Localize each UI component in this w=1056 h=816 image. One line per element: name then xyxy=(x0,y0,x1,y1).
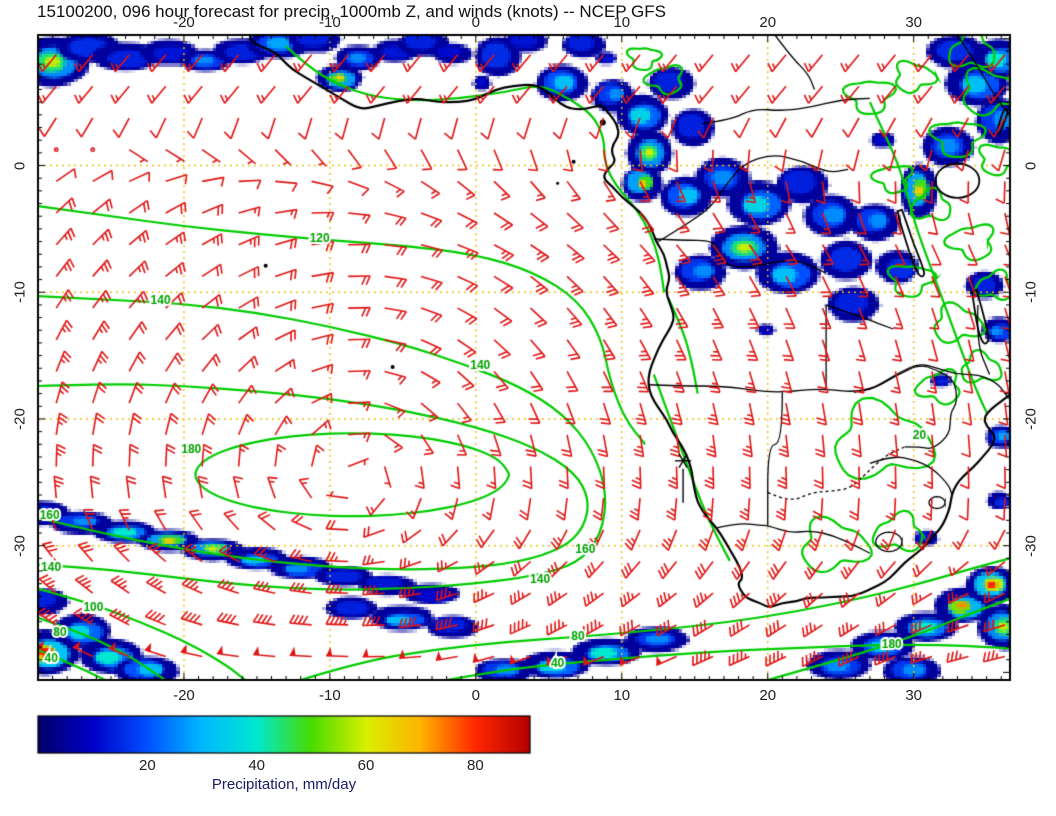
chart-title: 15100200, 096 hour forecast for precip, … xyxy=(37,2,666,21)
colorbar-caption: Precipitation, mm/day xyxy=(211,776,357,793)
